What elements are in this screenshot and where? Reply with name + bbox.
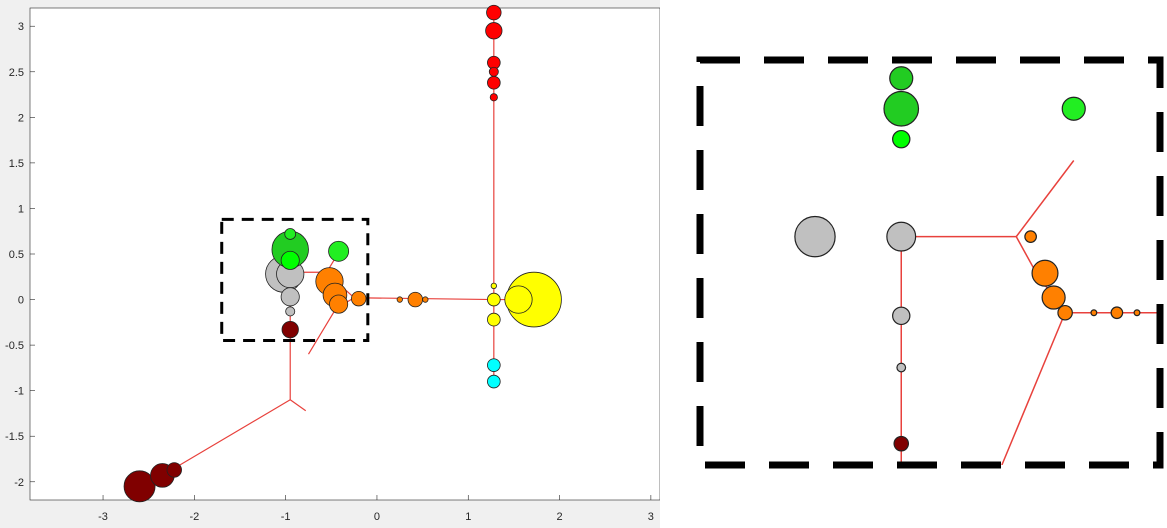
haplotype-node bbox=[487, 374, 501, 389]
haplotype-node bbox=[281, 321, 299, 339]
haplotype-node bbox=[487, 312, 501, 327]
haplotype-node bbox=[889, 66, 914, 91]
haplotype-node bbox=[166, 462, 182, 478]
haplotype-node bbox=[504, 285, 533, 314]
haplotype-node bbox=[489, 93, 498, 102]
haplotype-node bbox=[280, 250, 300, 270]
y-tick-label: -2 bbox=[14, 477, 24, 489]
haplotype-node bbox=[329, 294, 349, 314]
x-tick-label: -3 bbox=[98, 511, 108, 523]
y-tick-label: 2.5 bbox=[9, 67, 24, 79]
highlight-box bbox=[220, 217, 370, 343]
network-edge bbox=[289, 399, 307, 412]
network-edge bbox=[166, 399, 291, 474]
haplotype-node bbox=[485, 22, 503, 40]
x-tick-label: 1 bbox=[465, 511, 471, 523]
haplotype-node bbox=[123, 470, 156, 503]
main-chart: -3 -2 -1 0 1 2 3 -2 -1.5 -1 -0.5 0 0.5 1 1.5 2 2.5 3 bbox=[0, 0, 660, 528]
network-edge bbox=[1001, 312, 1066, 465]
haplotype-node bbox=[396, 296, 403, 303]
y-tick-label: 1 bbox=[18, 203, 24, 215]
haplotype-node bbox=[892, 306, 911, 326]
haplotype-node bbox=[1041, 285, 1066, 310]
haplotype-node bbox=[487, 292, 501, 307]
x-tick-label: 2 bbox=[557, 511, 563, 523]
x-tick-label: -2 bbox=[189, 511, 199, 523]
haplotype-node bbox=[285, 306, 296, 317]
y-tick-label: 3 bbox=[18, 21, 24, 33]
haplotype-node bbox=[1133, 309, 1141, 317]
haplotype-node bbox=[422, 296, 429, 303]
haplotype-node bbox=[892, 129, 911, 149]
haplotype-node bbox=[1090, 309, 1098, 317]
haplotype-node bbox=[280, 287, 300, 307]
y-tick-label: 0.5 bbox=[9, 249, 24, 261]
y-tick-label: 2 bbox=[18, 112, 24, 124]
haplotype-node bbox=[487, 75, 501, 90]
x-tick-label: 0 bbox=[374, 511, 380, 523]
haplotype-node bbox=[883, 90, 920, 127]
y-tick-label: 0 bbox=[18, 295, 24, 307]
x-tick-label: 3 bbox=[648, 511, 654, 523]
haplotype-node bbox=[328, 240, 350, 262]
y-tick-label: -1.5 bbox=[5, 431, 24, 443]
x-tick-label: -1 bbox=[281, 511, 291, 523]
haplotype-node bbox=[1057, 304, 1073, 321]
haplotype-node bbox=[490, 282, 497, 290]
network-edge bbox=[307, 308, 337, 355]
y-tick-label: -0.5 bbox=[5, 340, 24, 352]
haplotype-node bbox=[886, 221, 917, 252]
network-edge bbox=[1015, 160, 1075, 238]
haplotype-node bbox=[284, 228, 297, 240]
y-tick-label: -1 bbox=[14, 386, 24, 398]
inset-content bbox=[794, 66, 1160, 465]
haplotype-node bbox=[1024, 230, 1037, 243]
y-tick-label: 1.5 bbox=[9, 158, 24, 170]
haplotype-node bbox=[896, 362, 907, 373]
haplotype-node bbox=[487, 358, 501, 372]
haplotype-node bbox=[794, 215, 836, 258]
haplotype-node bbox=[350, 290, 367, 307]
haplotype-node bbox=[1061, 96, 1086, 121]
haplotype-node bbox=[1031, 259, 1059, 287]
haplotype-node bbox=[1110, 306, 1124, 320]
haplotype-node bbox=[486, 4, 502, 21]
haplotype-node bbox=[893, 435, 910, 452]
inset-dashed-frame bbox=[696, 56, 1164, 469]
